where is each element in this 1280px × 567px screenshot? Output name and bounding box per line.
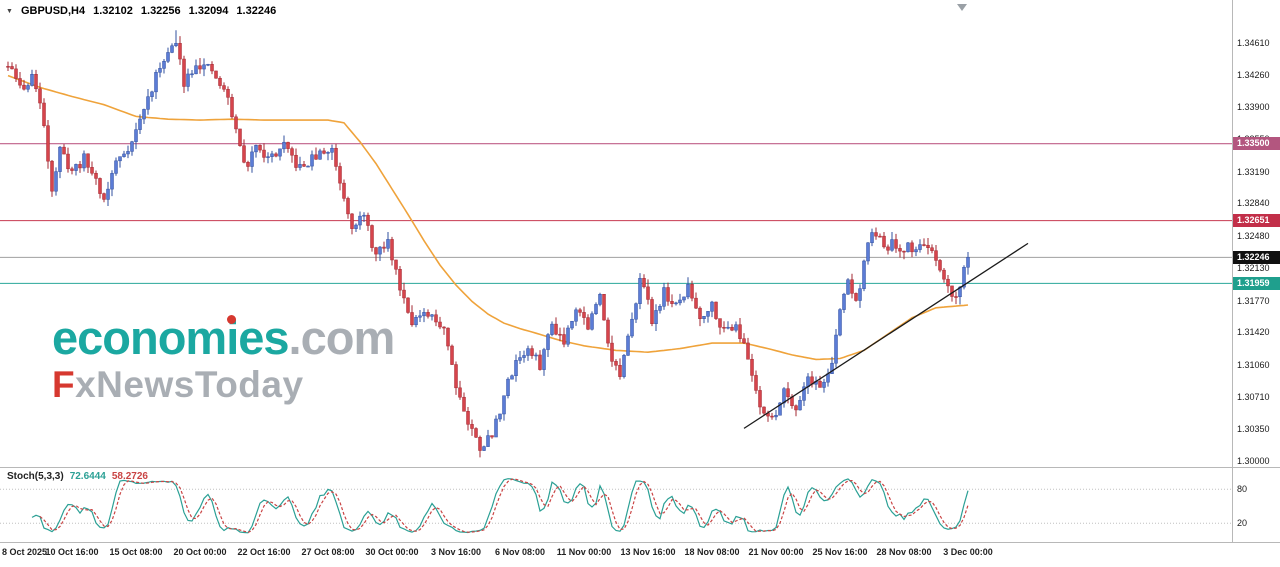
- price-tick: 1.34610: [1237, 38, 1270, 48]
- indicator-d-value: 58.2726: [111, 471, 148, 482]
- symbol-info-bar: ▼ GBPUSD,H4 1.32102 1.32256 1.32094 1.32…: [6, 5, 276, 17]
- stoch-level-tick: 80: [1237, 484, 1248, 495]
- stoch-level-tick: 20: [1237, 518, 1248, 529]
- price-tick: 1.30710: [1237, 391, 1270, 402]
- symbol-timeframe-label: GBPUSD,H4: [20, 5, 86, 17]
- time-label: 6 Nov 08:00: [494, 547, 546, 557]
- time-label: 18 Nov 08:00: [684, 547, 740, 557]
- price-axis[interactable]: 1.346101.342601.339001.335501.331901.328…: [1233, 0, 1280, 543]
- time-label: 10 Oct 16:00: [45, 547, 99, 557]
- price-level-tag: 1.33500: [1233, 137, 1280, 151]
- time-label: 20 Oct 00:00: [173, 547, 227, 557]
- price-tick: 1.32480: [1237, 231, 1270, 242]
- time-label: 28 Nov 08:00: [876, 547, 932, 557]
- watermark-red-dot-i: i: [226, 311, 239, 364]
- ohlc-open-value: 1.32102: [93, 5, 133, 17]
- ohlc-low-value: 1.32094: [188, 5, 229, 17]
- price-level-tag: 1.32651: [1233, 214, 1280, 228]
- watermark-tagline-first-letter: F: [52, 363, 76, 405]
- watermark-brand-text: econom: [52, 311, 227, 364]
- indicator-label: Stoch(5,3,3) 72.6444 58.2726: [7, 471, 148, 482]
- price-tick: 1.34260: [1237, 69, 1270, 80]
- price-tick: 1.32840: [1237, 198, 1270, 209]
- time-label: 8 Oct 2025: [2, 547, 48, 557]
- watermark-brand-line: economies.com: [52, 311, 396, 364]
- price-tick: 1.30350: [1237, 424, 1270, 435]
- watermark-brand-text-end: es: [238, 311, 289, 364]
- time-label: 3 Nov 16:00: [430, 547, 482, 557]
- price-tick: 1.31060: [1237, 359, 1270, 370]
- watermark-tagline: FxNewsToday: [52, 363, 394, 405]
- time-label: 15 Oct 08:00: [109, 547, 163, 557]
- watermark-domain-suffix: .com: [288, 311, 396, 364]
- time-axis[interactable]: 8 Oct 2025 10 Oct 16:00 15 Oct 08:00 20 Oct…: [0, 544, 1280, 566]
- watermark-tagline-rest: xNewsToday: [75, 363, 304, 405]
- time-label: 25 Nov 16:00: [812, 547, 868, 557]
- indicator-name: Stoch(5,3,3): [7, 471, 64, 482]
- ohlc-close-value: 1.32246: [236, 5, 277, 17]
- time-label: 11 Nov 00:00: [556, 547, 612, 557]
- price-tick: 1.32130: [1237, 262, 1270, 273]
- price-tick: 1.31770: [1237, 295, 1270, 306]
- price-level-tag: 1.31959: [1233, 276, 1280, 290]
- symbol-dropdown-icon[interactable]: ▼: [6, 7, 13, 15]
- time-label: 13 Nov 16:00: [620, 547, 676, 557]
- price-tick: 1.33190: [1237, 166, 1270, 177]
- chart-shift-marker-icon: [957, 4, 967, 11]
- time-label: 21 Nov 00:00: [748, 547, 804, 557]
- price-tick: 1.30000: [1237, 456, 1270, 466]
- time-label: 3 Dec 00:00: [943, 547, 993, 557]
- watermark: economies.com FxNewsToday: [52, 311, 396, 405]
- time-label: 22 Oct 16:00: [237, 547, 291, 557]
- price-level-tag: 1.32246: [1233, 250, 1280, 264]
- price-tick: 1.33900: [1237, 102, 1270, 113]
- ohlc-high-value: 1.32256: [140, 5, 181, 17]
- time-label: 30 Oct 00:00: [365, 547, 419, 557]
- indicator-k-value: 72.6444: [69, 471, 106, 482]
- price-tick: 1.31420: [1237, 327, 1270, 338]
- time-label: 27 Oct 08:00: [301, 547, 355, 557]
